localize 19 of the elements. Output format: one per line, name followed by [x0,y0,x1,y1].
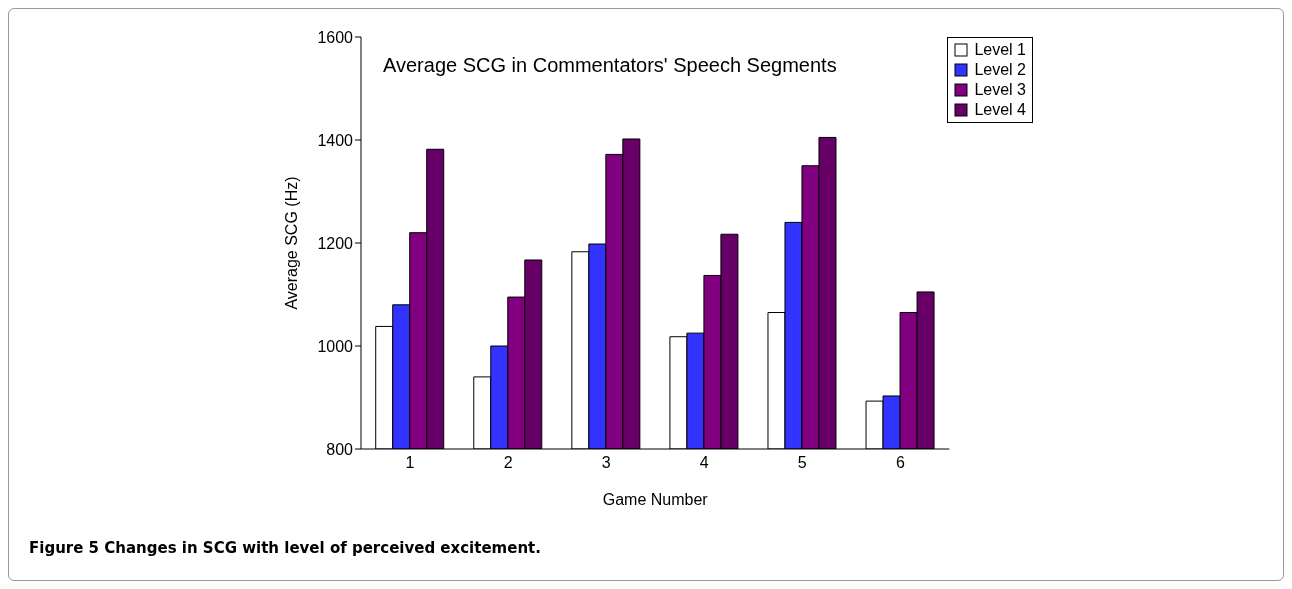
legend-label: Level 2 [974,60,1026,80]
x-tick-label: 1 [405,454,415,472]
x-tick-label: 6 [895,454,905,472]
caption: Figure 5 Changes in SCG with level of perceived excitement. [29,539,541,557]
x-tick-label: 5 [797,454,807,472]
y-tick-label: 1000 [317,337,354,355]
legend-label: Level 4 [974,100,1026,120]
y-tick-label: 1200 [317,234,354,252]
y-tick-label: 1400 [317,131,354,149]
y-tick-label: 1600 [317,28,354,46]
text: Average SCG in Commentators' Speech Segments [383,54,837,77]
legend-label: Level 1 [974,40,1026,60]
y-axis-title: Average SCG (Hz) [282,176,300,310]
y-tick-label: 800 [326,440,354,458]
legend-label: Level 3 [974,80,1026,100]
x-axis-title: Game Number [602,491,709,508]
x-tick-label: 2 [503,454,513,472]
x-tick-label: 4 [699,454,709,472]
x-tick-label: 3 [601,454,611,472]
